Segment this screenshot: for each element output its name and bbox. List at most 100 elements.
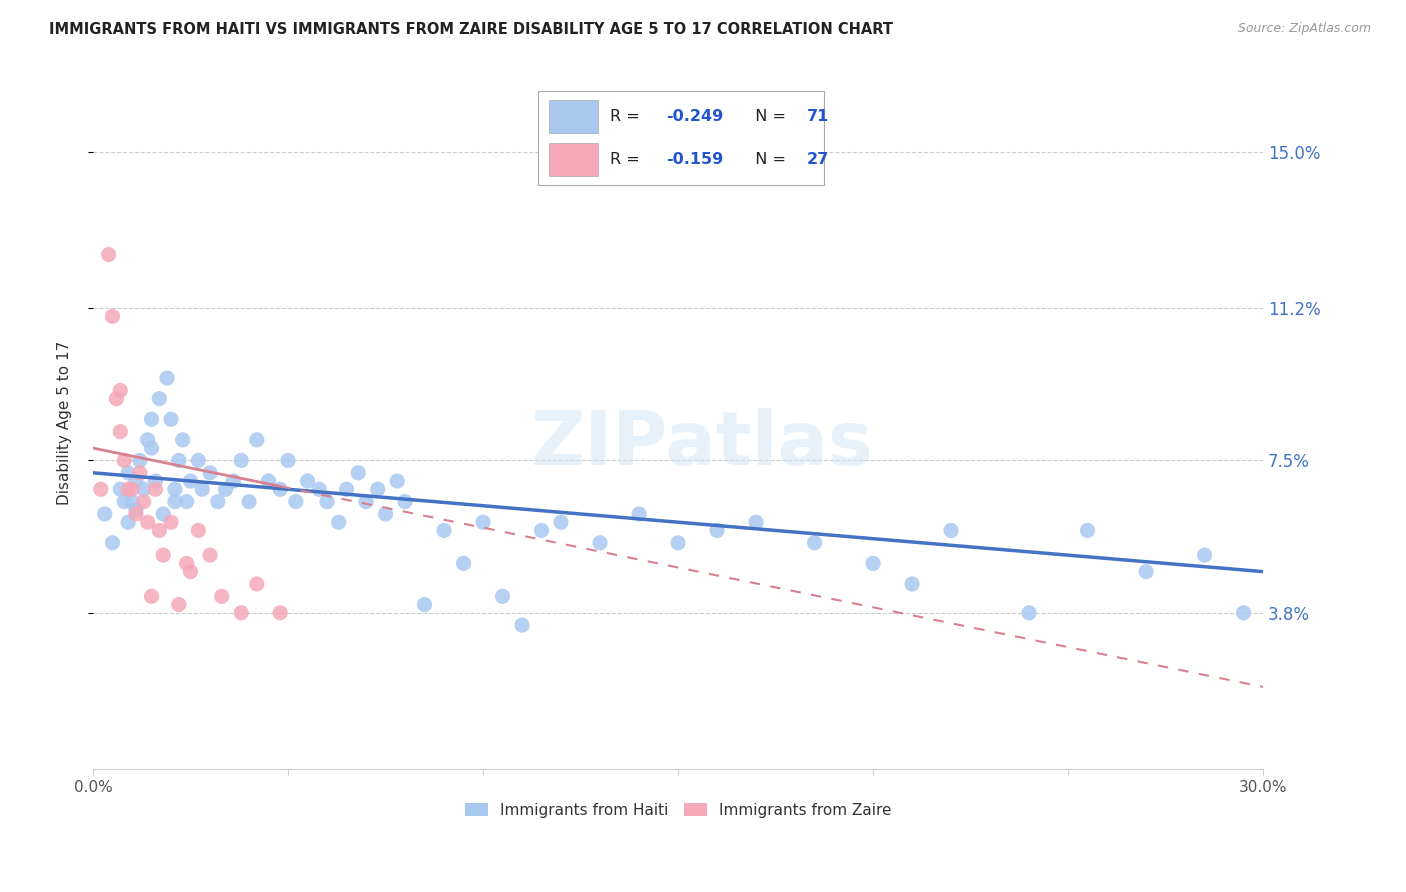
- Point: [628, 507, 651, 521]
- Point: [176, 557, 198, 571]
- Point: [862, 557, 884, 571]
- Point: [1135, 565, 1157, 579]
- Point: [125, 503, 148, 517]
- Point: [152, 548, 174, 562]
- Point: [191, 483, 214, 497]
- Point: [110, 483, 132, 497]
- Point: [530, 524, 553, 538]
- Y-axis label: Disability Age 5 to 17: Disability Age 5 to 17: [58, 342, 72, 506]
- Point: [939, 524, 962, 538]
- Point: [387, 474, 409, 488]
- Point: [328, 515, 350, 529]
- Point: [156, 371, 179, 385]
- Point: [163, 494, 186, 508]
- Bar: [550, 100, 599, 133]
- Point: [238, 494, 260, 508]
- Point: [472, 515, 495, 529]
- Text: N =: N =: [745, 109, 790, 124]
- Point: [706, 524, 728, 538]
- Point: [117, 466, 139, 480]
- Text: ZIPatlas: ZIPatlas: [530, 408, 873, 481]
- Point: [128, 466, 150, 480]
- Point: [160, 412, 183, 426]
- Point: [269, 606, 291, 620]
- Point: [246, 433, 269, 447]
- Point: [1077, 524, 1099, 538]
- Point: [117, 483, 139, 497]
- Point: [214, 483, 236, 497]
- Point: [167, 598, 190, 612]
- Point: [297, 474, 319, 488]
- Point: [257, 474, 280, 488]
- Point: [453, 557, 475, 571]
- Point: [550, 515, 572, 529]
- Text: Source: ZipAtlas.com: Source: ZipAtlas.com: [1237, 22, 1371, 36]
- Point: [93, 507, 115, 521]
- Point: [125, 474, 148, 488]
- Text: IMMIGRANTS FROM HAITI VS IMMIGRANTS FROM ZAIRE DISABILITY AGE 5 TO 17 CORRELATIO: IMMIGRANTS FROM HAITI VS IMMIGRANTS FROM…: [49, 22, 893, 37]
- Text: 27: 27: [807, 152, 830, 167]
- Point: [433, 524, 456, 538]
- Point: [112, 494, 135, 508]
- Point: [125, 507, 148, 521]
- Point: [90, 483, 112, 497]
- Text: -0.159: -0.159: [666, 152, 724, 167]
- Point: [231, 453, 253, 467]
- Point: [110, 425, 132, 439]
- Point: [269, 483, 291, 497]
- Point: [207, 494, 229, 508]
- Point: [354, 494, 377, 508]
- Point: [277, 453, 299, 467]
- FancyBboxPatch shape: [537, 91, 824, 185]
- Point: [180, 474, 202, 488]
- Point: [413, 598, 436, 612]
- Point: [284, 494, 307, 508]
- Point: [589, 536, 612, 550]
- Point: [145, 483, 167, 497]
- Point: [176, 494, 198, 508]
- Text: N =: N =: [745, 152, 790, 167]
- Bar: [550, 143, 599, 176]
- Point: [172, 433, 194, 447]
- Point: [132, 483, 155, 497]
- Point: [308, 483, 330, 497]
- Point: [136, 433, 159, 447]
- Point: [198, 466, 221, 480]
- Point: [117, 515, 139, 529]
- Point: [211, 590, 233, 604]
- Text: R =: R =: [610, 152, 650, 167]
- Legend: Immigrants from Haiti, Immigrants from Zaire: Immigrants from Haiti, Immigrants from Z…: [458, 797, 897, 824]
- Point: [394, 494, 416, 508]
- Point: [316, 494, 339, 508]
- Point: [367, 483, 389, 497]
- Point: [803, 536, 825, 550]
- Point: [347, 466, 370, 480]
- Point: [666, 536, 689, 550]
- Point: [110, 384, 132, 398]
- Point: [160, 515, 183, 529]
- Point: [101, 310, 124, 324]
- Point: [1232, 606, 1254, 620]
- Text: 71: 71: [807, 109, 830, 124]
- Point: [231, 606, 253, 620]
- Text: -0.249: -0.249: [666, 109, 724, 124]
- Point: [121, 494, 143, 508]
- Point: [132, 494, 155, 508]
- Point: [112, 453, 135, 467]
- Point: [101, 536, 124, 550]
- Point: [187, 453, 209, 467]
- Point: [187, 524, 209, 538]
- Point: [180, 565, 202, 579]
- Point: [148, 392, 170, 406]
- Point: [97, 247, 120, 261]
- Point: [141, 590, 163, 604]
- Point: [246, 577, 269, 591]
- Point: [145, 474, 167, 488]
- Point: [163, 483, 186, 497]
- Point: [745, 515, 768, 529]
- Point: [148, 524, 170, 538]
- Point: [128, 453, 150, 467]
- Point: [1018, 606, 1040, 620]
- Point: [222, 474, 245, 488]
- Point: [374, 507, 396, 521]
